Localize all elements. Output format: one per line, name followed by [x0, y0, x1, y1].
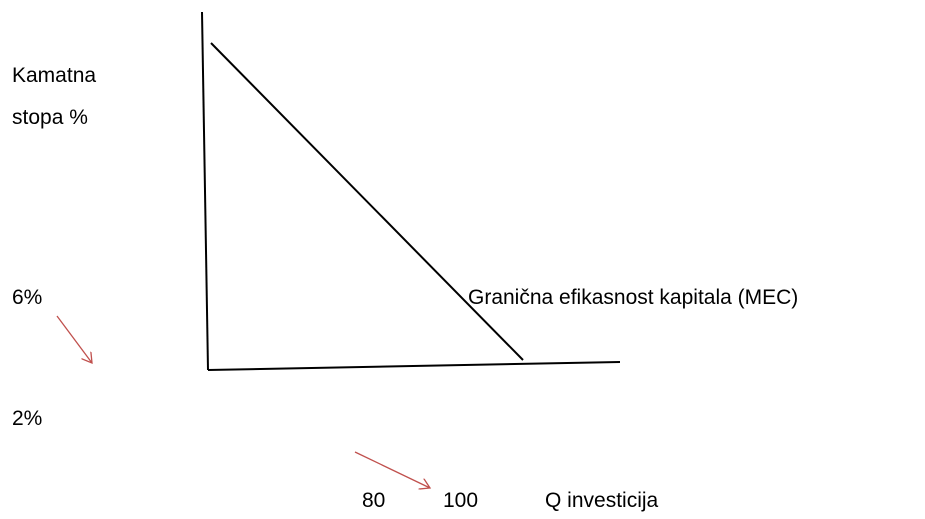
curve-label: Granična efikasnost kapitala (MEC) — [468, 286, 798, 309]
y-axis-line — [201, 11, 209, 371]
y-value: 2% — [12, 407, 42, 430]
x-axis-line — [207, 361, 621, 371]
mec-curve — [210, 42, 524, 361]
y-axis-label: stopa % — [12, 106, 88, 129]
x-axis-label: Q investicija — [545, 489, 659, 512]
arrow — [56, 315, 92, 363]
x-value: 80 — [362, 489, 385, 512]
arrow — [354, 451, 430, 488]
y-axis-label: Kamatna — [12, 64, 96, 87]
y-value: 6% — [12, 286, 42, 309]
x-value: 100 — [443, 489, 478, 512]
